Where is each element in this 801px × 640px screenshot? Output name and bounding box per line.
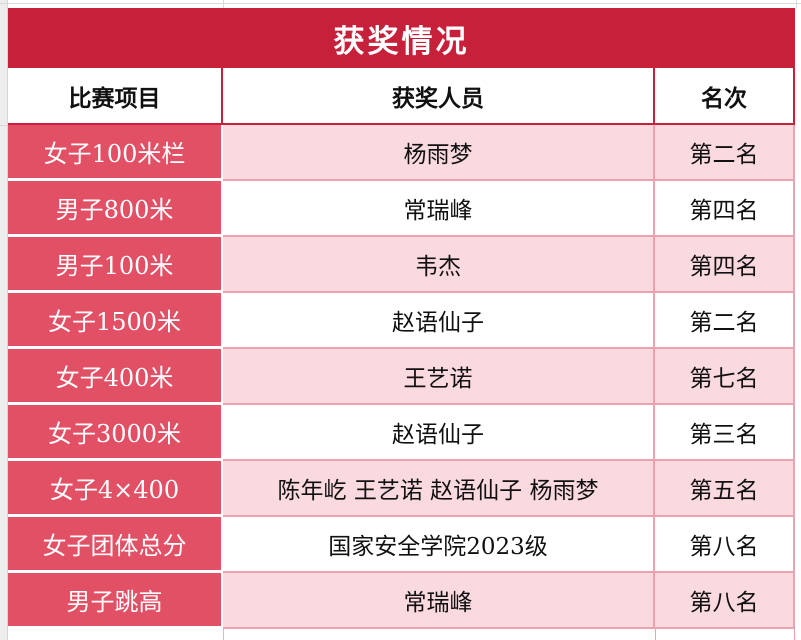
table-row: 男子跳高 常瑞峰 第八名: [8, 573, 795, 629]
event-cell: 女子100米栏: [8, 125, 223, 181]
sheet-gridline-stub: [0, 125, 8, 126]
gridline: [655, 629, 656, 640]
rank-cell: 第二名: [655, 293, 795, 349]
rank-cell: 第八名: [655, 517, 795, 573]
table-row: 女子4×400 陈年屹 王艺诺 赵语仙子 杨雨梦 第五名: [8, 461, 795, 517]
partial-next-row: [8, 629, 795, 640]
header-cell-event: 比赛项目: [8, 68, 223, 123]
event-cell: 女子4×400: [8, 461, 223, 517]
rank-cell: 第三名: [655, 405, 795, 461]
rank-cell: 第五名: [655, 461, 795, 517]
table-header-row: 比赛项目 获奖人员 名次: [8, 68, 795, 125]
people-cell: 国家安全学院2023级: [223, 517, 655, 573]
table-title: 获奖情况: [333, 23, 470, 60]
event-cell: 女子团体总分: [8, 517, 223, 573]
sheet-left-margin: [0, 0, 8, 640]
rank-cell: 第八名: [655, 573, 795, 629]
people-cell: 杨雨梦: [223, 125, 655, 181]
people-cell: 韦杰: [223, 237, 655, 293]
rank-cell: 第四名: [655, 237, 795, 293]
people-cell: 常瑞峰: [223, 181, 655, 237]
people-cell: 赵语仙子: [223, 405, 655, 461]
gridline: [794, 629, 795, 640]
table-row: 女子团体总分 国家安全学院2023级 第八名: [8, 517, 795, 573]
table-title-bar: 获奖情况: [8, 8, 795, 68]
table-row: 男子800米 常瑞峰 第四名: [8, 181, 795, 237]
table-row: 女子1500米 赵语仙子 第二名: [8, 293, 795, 349]
sheet-gridline-stub: [796, 0, 797, 8]
people-cell: 赵语仙子: [223, 293, 655, 349]
event-cell: 男子跳高: [8, 573, 223, 629]
event-cell: 男子100米: [8, 237, 223, 293]
header-cell-people: 获奖人员: [223, 68, 655, 123]
event-cell: 女子1500米: [8, 293, 223, 349]
rank-cell: 第七名: [655, 349, 795, 405]
sheet-gridline-stub: [223, 0, 224, 8]
event-cell: 女子3000米: [8, 405, 223, 461]
people-cell: 王艺诺: [223, 349, 655, 405]
event-cell: 男子800米: [8, 181, 223, 237]
table-row: 女子3000米 赵语仙子 第三名: [8, 405, 795, 461]
people-cell: 陈年屹 王艺诺 赵语仙子 杨雨梦: [223, 461, 655, 517]
rank-cell: 第二名: [655, 125, 795, 181]
header-cell-rank: 名次: [655, 68, 795, 123]
sheet-gridline-top: [0, 3, 801, 4]
award-table: 获奖情况 比赛项目 获奖人员 名次 女子100米栏 杨雨梦 第二名 男子800米…: [8, 8, 795, 640]
rank-cell: 第四名: [655, 181, 795, 237]
table-row: 女子400米 王艺诺 第七名: [8, 349, 795, 405]
table-row: 女子100米栏 杨雨梦 第二名: [8, 125, 795, 181]
event-cell: 女子400米: [8, 349, 223, 405]
gridline: [223, 629, 224, 640]
table-row: 男子100米 韦杰 第四名: [8, 237, 795, 293]
people-cell: 常瑞峰: [223, 573, 655, 629]
